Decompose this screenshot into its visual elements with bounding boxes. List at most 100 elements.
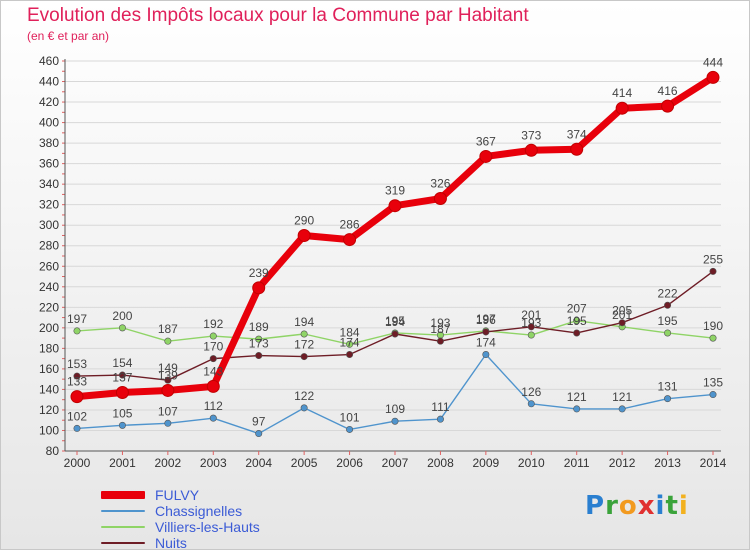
data-point: [436, 337, 444, 345]
data-point: [618, 319, 626, 327]
data-label: 109: [385, 402, 405, 416]
data-point: [346, 351, 354, 359]
data-point: [709, 267, 717, 275]
data-label: 222: [658, 286, 678, 300]
x-tick-label: 2004: [245, 456, 272, 470]
x-tick-label: 2005: [291, 456, 318, 470]
data-label: 139: [158, 368, 178, 382]
data-point: [300, 353, 308, 361]
y-tick-label: 320: [39, 198, 59, 212]
data-label: 319: [385, 184, 405, 198]
data-point: [433, 192, 447, 206]
x-tick-label: 2010: [518, 456, 545, 470]
data-label: 143: [203, 364, 223, 378]
data-point: [115, 386, 129, 399]
data-point: [343, 233, 357, 247]
data-label: 101: [340, 410, 360, 424]
data-label: 205: [612, 304, 632, 318]
logo-letter: i: [655, 491, 666, 521]
data-point: [164, 376, 172, 384]
data-point: [391, 417, 399, 425]
data-point: [524, 143, 538, 157]
data-point: [300, 404, 308, 412]
data-point: [255, 335, 263, 343]
data-label: 195: [658, 314, 678, 328]
data-point: [206, 379, 220, 393]
data-point: [255, 430, 263, 438]
data-label: 133: [67, 375, 87, 389]
data-point: [661, 99, 675, 113]
data-label: 174: [476, 336, 496, 350]
data-label: 97: [252, 415, 266, 429]
y-tick-label: 440: [39, 75, 59, 89]
chart-title: Evolution des Impôts locaux pour la Comm…: [27, 5, 529, 26]
data-point: [209, 414, 217, 422]
data-point: [70, 390, 84, 404]
y-tick-label: 400: [39, 116, 59, 130]
data-point: [118, 371, 126, 379]
data-point: [482, 351, 490, 359]
logo-letter: r: [605, 491, 619, 521]
data-label: 367: [476, 134, 496, 148]
data-point: [164, 337, 172, 345]
data-point: [118, 324, 126, 332]
data-point: [570, 142, 584, 156]
data-label: 189: [249, 320, 269, 334]
data-label: 290: [294, 213, 314, 227]
data-label: 107: [158, 404, 178, 418]
data-label: 201: [612, 308, 632, 322]
data-label: 173: [249, 337, 269, 351]
data-point: [118, 421, 126, 429]
data-label: 126: [521, 385, 541, 399]
x-tick-label: 2002: [155, 456, 182, 470]
data-point: [573, 405, 581, 413]
data-point: [346, 425, 354, 433]
data-label: 207: [567, 302, 587, 316]
data-point: [209, 332, 217, 340]
y-tick-label: 220: [39, 300, 59, 314]
y-tick-label: 360: [39, 157, 59, 171]
data-point: [346, 340, 354, 348]
x-tick-label: 2009: [473, 456, 500, 470]
data-point: [161, 383, 175, 397]
data-label: 444: [703, 55, 723, 69]
y-tick-label: 260: [39, 259, 59, 273]
data-label: 201: [521, 308, 541, 322]
data-label: 105: [112, 406, 132, 420]
y-tick-label: 280: [39, 239, 59, 253]
data-label: 197: [67, 312, 87, 326]
data-point: [391, 330, 399, 338]
y-tick-label: 140: [39, 382, 59, 396]
y-tick-label: 300: [39, 218, 59, 232]
y-tick-label: 160: [39, 362, 59, 376]
legend-label: FULVY: [155, 487, 200, 503]
data-label: 200: [112, 309, 132, 323]
data-label: 197: [476, 312, 496, 326]
data-label: 112: [204, 399, 223, 413]
legend-label: Chassignelles: [155, 503, 243, 519]
data-point: [73, 372, 81, 380]
data-point: [618, 405, 626, 413]
data-point: [527, 331, 535, 339]
data-label: 111: [431, 400, 450, 414]
data-point: [252, 281, 266, 295]
legend-label: Villiers-les-Hauts: [155, 519, 260, 535]
legend-swatch: [101, 510, 145, 512]
data-label: 239: [249, 266, 269, 280]
data-label: 373: [521, 128, 541, 142]
data-label: 374: [567, 127, 587, 141]
legend-swatch: [101, 491, 145, 499]
data-point: [255, 352, 263, 360]
data-point: [300, 330, 308, 338]
y-tick-label: 180: [39, 341, 59, 355]
data-label: 414: [612, 86, 632, 100]
x-tick-label: 2014: [700, 456, 727, 470]
data-label: 194: [294, 315, 314, 329]
logo-letter: P: [585, 491, 606, 521]
data-label: 187: [158, 322, 178, 336]
data-point: [527, 323, 535, 331]
data-point: [482, 328, 490, 336]
data-label: 137: [112, 371, 132, 385]
